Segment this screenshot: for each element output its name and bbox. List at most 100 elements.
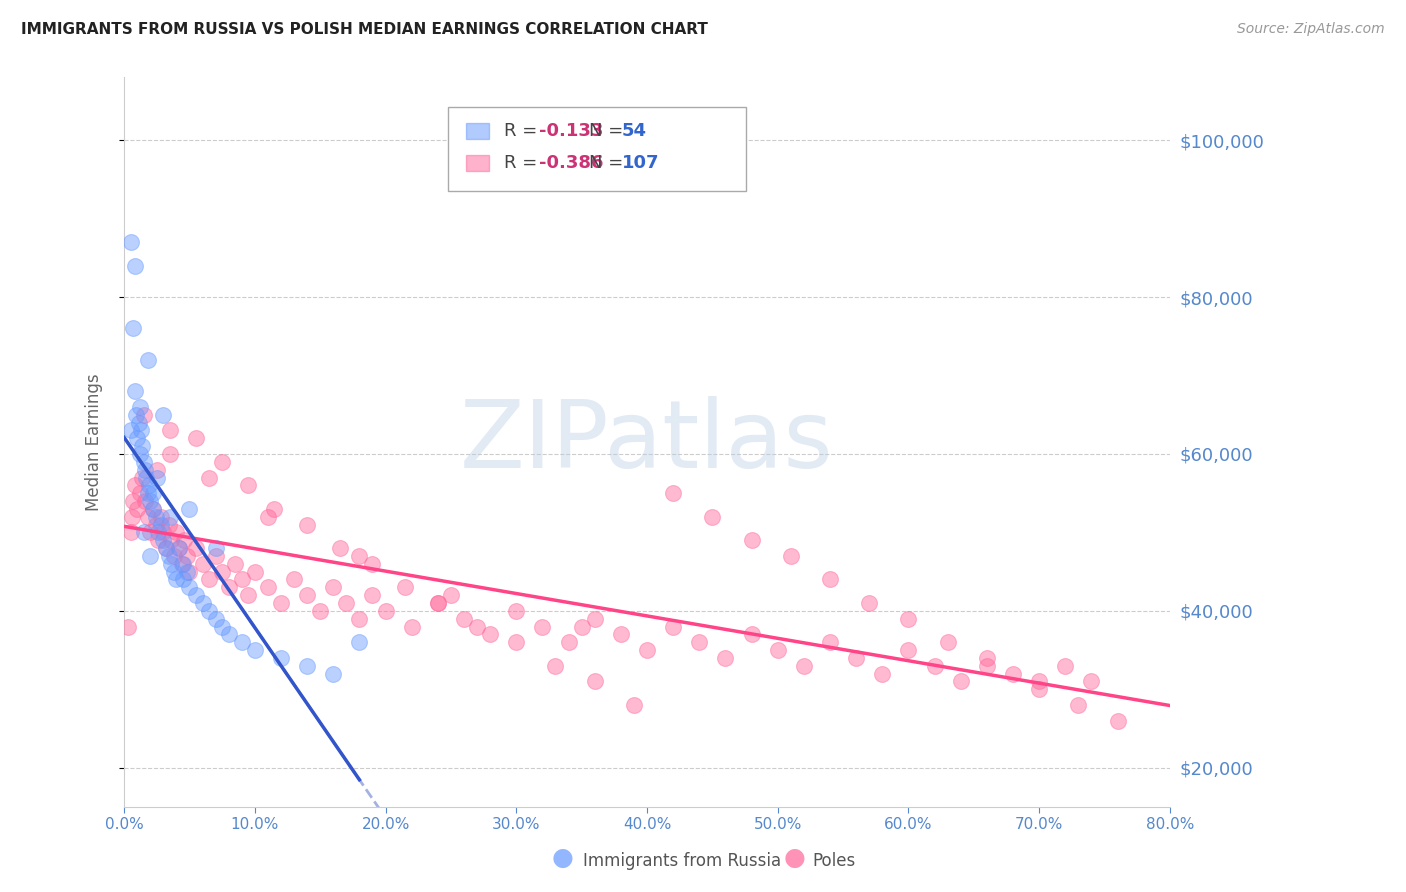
Text: ●: ●: [783, 846, 806, 870]
Point: [741, 533, 763, 548]
Point: [636, 643, 658, 657]
Point: [127, 502, 149, 516]
Point: [1001, 666, 1024, 681]
Point: [818, 635, 841, 649]
Point: [131, 439, 153, 453]
Point: [176, 549, 198, 563]
Point: [136, 486, 159, 500]
Point: [465, 619, 488, 633]
Point: [120, 525, 142, 540]
Point: [142, 502, 165, 516]
Point: [124, 478, 146, 492]
Point: [132, 455, 155, 469]
Point: [155, 541, 177, 555]
Point: [238, 588, 260, 602]
Point: [329, 541, 352, 555]
Point: [152, 408, 174, 422]
Point: [139, 549, 162, 563]
Point: [152, 533, 174, 548]
Point: [165, 573, 187, 587]
Point: [184, 588, 207, 602]
Point: [128, 486, 150, 500]
Point: [662, 619, 685, 633]
Point: [1054, 658, 1077, 673]
Point: [858, 596, 880, 610]
Point: [211, 455, 233, 469]
Point: [122, 494, 145, 508]
Point: [583, 674, 606, 689]
Point: [128, 416, 150, 430]
Point: [167, 541, 190, 555]
Point: [127, 431, 149, 445]
Point: [145, 509, 167, 524]
Point: [295, 588, 318, 602]
Point: [132, 525, 155, 540]
Point: [505, 604, 527, 618]
Point: [440, 588, 463, 602]
Text: -0.133: -0.133: [540, 121, 603, 140]
Point: [120, 424, 142, 438]
Point: [124, 259, 146, 273]
FancyBboxPatch shape: [465, 155, 489, 171]
Point: [793, 658, 815, 673]
Point: [322, 580, 344, 594]
Point: [766, 643, 789, 657]
Point: [122, 321, 145, 335]
Point: [179, 580, 201, 594]
Point: [136, 509, 159, 524]
Point: [401, 619, 423, 633]
Point: [146, 525, 169, 540]
Point: [191, 596, 214, 610]
Point: [218, 627, 240, 641]
Point: [976, 651, 998, 665]
Point: [1067, 698, 1090, 712]
Point: [136, 352, 159, 367]
Point: [172, 573, 194, 587]
Point: [198, 604, 221, 618]
Point: [309, 604, 332, 618]
Point: [231, 635, 253, 649]
Point: [139, 494, 162, 508]
Point: [741, 627, 763, 641]
Point: [152, 525, 174, 540]
Text: ●: ●: [551, 846, 574, 870]
Point: [157, 549, 180, 563]
Point: [662, 486, 685, 500]
Point: [184, 431, 207, 445]
Point: [211, 619, 233, 633]
Point: [159, 424, 181, 438]
Point: [349, 612, 371, 626]
Point: [544, 658, 567, 673]
Point: [173, 533, 195, 548]
Point: [283, 573, 305, 587]
Point: [936, 635, 959, 649]
Point: [349, 549, 371, 563]
Point: [125, 408, 148, 422]
Point: [571, 619, 593, 633]
Point: [349, 635, 371, 649]
Point: [231, 573, 253, 587]
Text: Poles: Poles: [813, 852, 856, 870]
Point: [131, 470, 153, 484]
Point: [146, 463, 169, 477]
Point: [394, 580, 416, 594]
Text: IMMIGRANTS FROM RUSSIA VS POLISH MEDIAN EARNINGS CORRELATION CHART: IMMIGRANTS FROM RUSSIA VS POLISH MEDIAN …: [21, 22, 709, 37]
Point: [124, 384, 146, 399]
Point: [257, 509, 280, 524]
Point: [134, 463, 156, 477]
Point: [184, 541, 207, 555]
Point: [688, 635, 710, 649]
Point: [243, 643, 266, 657]
Point: [155, 541, 177, 555]
Point: [897, 612, 920, 626]
Point: [361, 588, 384, 602]
Point: [243, 565, 266, 579]
Point: [198, 470, 221, 484]
Point: [557, 635, 579, 649]
Point: [426, 596, 449, 610]
Point: [976, 658, 998, 673]
Point: [121, 509, 143, 524]
Point: [134, 494, 156, 508]
Point: [361, 557, 384, 571]
Point: [218, 580, 240, 594]
